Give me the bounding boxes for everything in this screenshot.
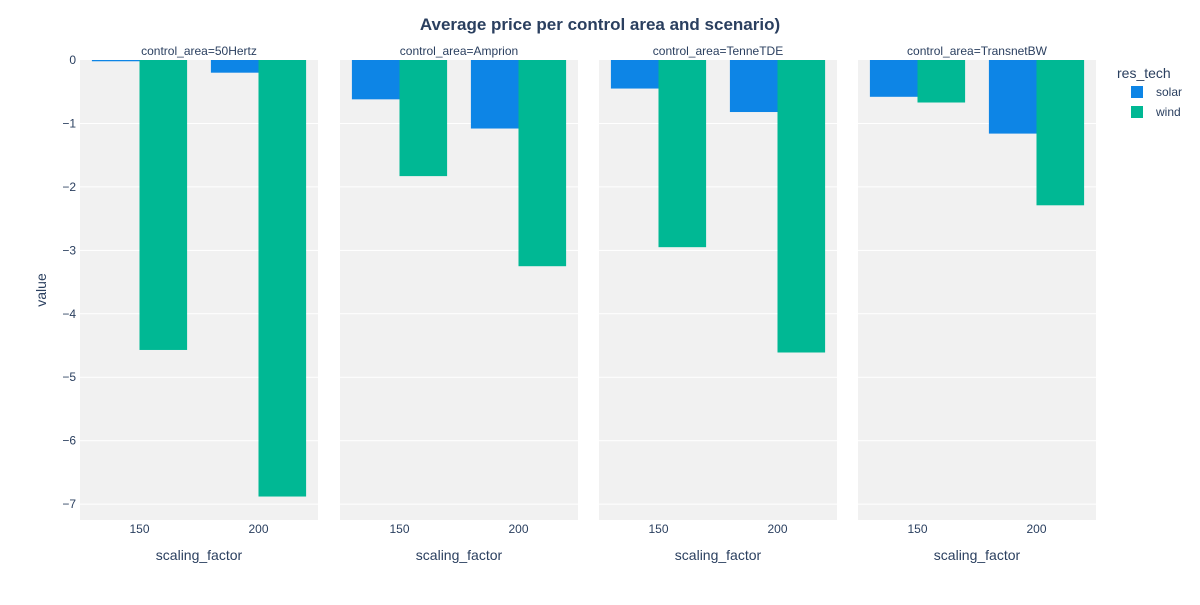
x-tick-label: 200 [767,522,787,536]
legend-item-solar[interactable]: solar [1131,85,1182,99]
x-tick-label: 150 [907,522,927,536]
legend: res_tech solar wind [1117,65,1182,119]
bar-wind-200[interactable] [518,60,567,267]
x-axis-title: scaling_factor [934,547,1021,563]
y-axis-label: value [33,273,49,307]
bar-wind-150[interactable] [917,60,966,103]
x-axis-title: scaling_factor [675,547,762,563]
bar-wind-200[interactable] [258,60,307,497]
bar-solar-150[interactable] [610,60,659,89]
y-tick-label: −4 [62,307,76,321]
chart-title: Average price per control area and scena… [420,15,780,34]
bar-wind-150[interactable] [139,60,188,350]
legend-item-wind[interactable]: wind [1131,105,1181,119]
legend-swatch [1131,86,1143,98]
x-tick-label: 200 [1026,522,1046,536]
x-tick-label: 150 [389,522,409,536]
bar-solar-200[interactable] [470,60,519,129]
facet-4: control_area=TransnetBW 150 200 scaling_fac… [858,44,1096,563]
facet-label: control_area=Amprion [400,44,518,58]
bar-wind-200[interactable] [777,60,826,353]
facet-label: control_area=TenneTDE [653,44,783,58]
x-tick-label: 200 [248,522,268,536]
bar-solar-150[interactable] [869,60,918,97]
x-tick-label: 200 [508,522,528,536]
legend-label: wind [1155,105,1181,119]
facet-1: control_area=50Hertz 150 200 scaling_factor [80,44,318,563]
y-tick-label: 0 [69,53,76,67]
bar-solar-200[interactable] [210,60,259,73]
y-tick-label: −1 [62,116,76,130]
facets-layer: control_area=50Hertz 150 200 scaling_factor… [62,44,1096,563]
y-tick-label: −5 [62,370,76,384]
bar-solar-150[interactable] [91,60,140,62]
legend-title: res_tech [1117,65,1171,81]
x-tick-label: 150 [648,522,668,536]
x-axis-title: scaling_factor [156,547,243,563]
y-tick-label: −6 [62,434,76,448]
bar-solar-150[interactable] [351,60,400,100]
facet-2: control_area=Amprion 150 200 scaling_factor [340,44,578,563]
y-tick-label: −3 [62,243,76,257]
legend-swatch [1131,106,1143,118]
bar-solar-200[interactable] [988,60,1037,134]
bar-wind-200[interactable] [1036,60,1085,206]
legend-label: solar [1156,85,1182,99]
facet-3: control_area=TenneTDE 150 200 scaling_facto… [599,44,837,563]
y-tick-label: −2 [62,180,76,194]
bar-wind-150[interactable] [658,60,707,248]
facet-label: control_area=TransnetBW [907,44,1048,58]
bar-solar-200[interactable] [729,60,778,113]
facet-label: control_area=50Hertz [141,44,257,58]
x-tick-label: 150 [129,522,149,536]
y-tick-label: −7 [62,497,76,511]
bar-wind-150[interactable] [399,60,448,177]
x-axis-title: scaling_factor [416,547,503,563]
